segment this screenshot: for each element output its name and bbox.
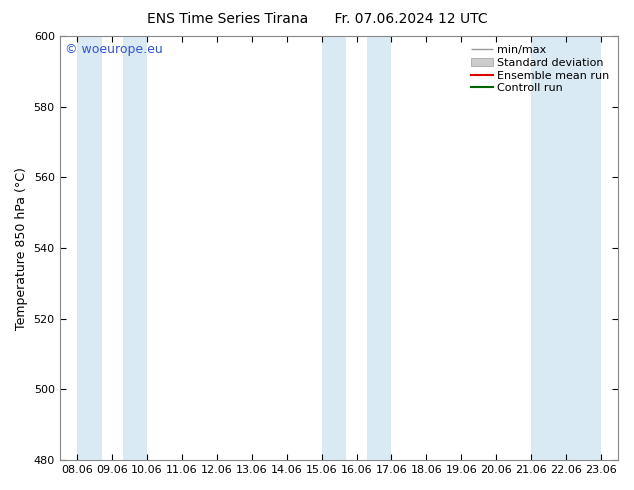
Legend: min/max, Standard deviation, Ensemble mean run, Controll run: min/max, Standard deviation, Ensemble me… — [467, 42, 613, 97]
Y-axis label: Temperature 850 hPa (°C): Temperature 850 hPa (°C) — [15, 167, 28, 330]
Bar — [531, 36, 601, 460]
Bar — [77, 36, 101, 460]
Bar — [321, 36, 346, 460]
Text: © woeurope.eu: © woeurope.eu — [65, 43, 163, 55]
Bar — [367, 36, 391, 460]
Bar — [122, 36, 147, 460]
Text: ENS Time Series Tirana      Fr. 07.06.2024 12 UTC: ENS Time Series Tirana Fr. 07.06.2024 12… — [146, 12, 488, 26]
